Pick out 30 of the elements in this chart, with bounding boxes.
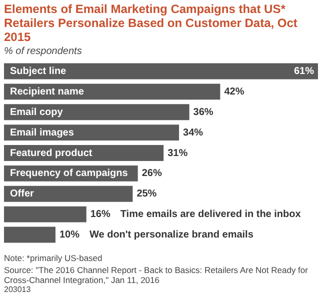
bar xyxy=(4,124,180,141)
y-tick-label: Recipient name xyxy=(10,86,84,98)
bar xyxy=(4,206,86,222)
chart-subtitle: % of respondents xyxy=(4,46,82,57)
bar xyxy=(4,104,190,120)
data-label: 42% xyxy=(224,86,244,98)
y-tick-label: Email images xyxy=(10,127,74,138)
data-label: 25% xyxy=(136,188,157,200)
text: Note: *primarily US-based xyxy=(4,253,104,263)
source-note: Source: "The 2016 Channel Report - Back to Basics: Retailers Are Not Ready for Cross-Channel Integration," Jan 11, 2016 xyxy=(4,265,309,285)
data-label: 34% xyxy=(183,127,204,138)
data-label: 16% xyxy=(90,209,110,220)
data-label: 10% xyxy=(59,230,80,241)
y-tick-label: We don't personalize brand emails xyxy=(89,230,254,241)
data-label: 61% xyxy=(294,66,314,77)
data-label: 36% xyxy=(193,106,214,118)
data-label: 31% xyxy=(168,148,188,159)
bar xyxy=(4,226,56,243)
y-tick-label: Frequency of campaigns xyxy=(10,168,128,180)
data-label: 26% xyxy=(142,168,162,180)
y-tick-label: Email copy xyxy=(10,106,64,118)
bar xyxy=(4,63,318,80)
y-tick-label: Offer xyxy=(10,188,34,200)
text: 203013 xyxy=(4,285,31,294)
y-tick-label: Featured product xyxy=(10,148,93,159)
y-tick-label: Time emails are delivered in the inbox xyxy=(120,209,302,220)
chart-title: Elements of Email Marketing Campaigns that US* Retailers Personalize Based on Customer Data, Oct 2015 xyxy=(4,2,298,44)
bar xyxy=(4,84,220,100)
y-tick-label: Subject line xyxy=(10,66,67,77)
bar xyxy=(4,186,133,202)
